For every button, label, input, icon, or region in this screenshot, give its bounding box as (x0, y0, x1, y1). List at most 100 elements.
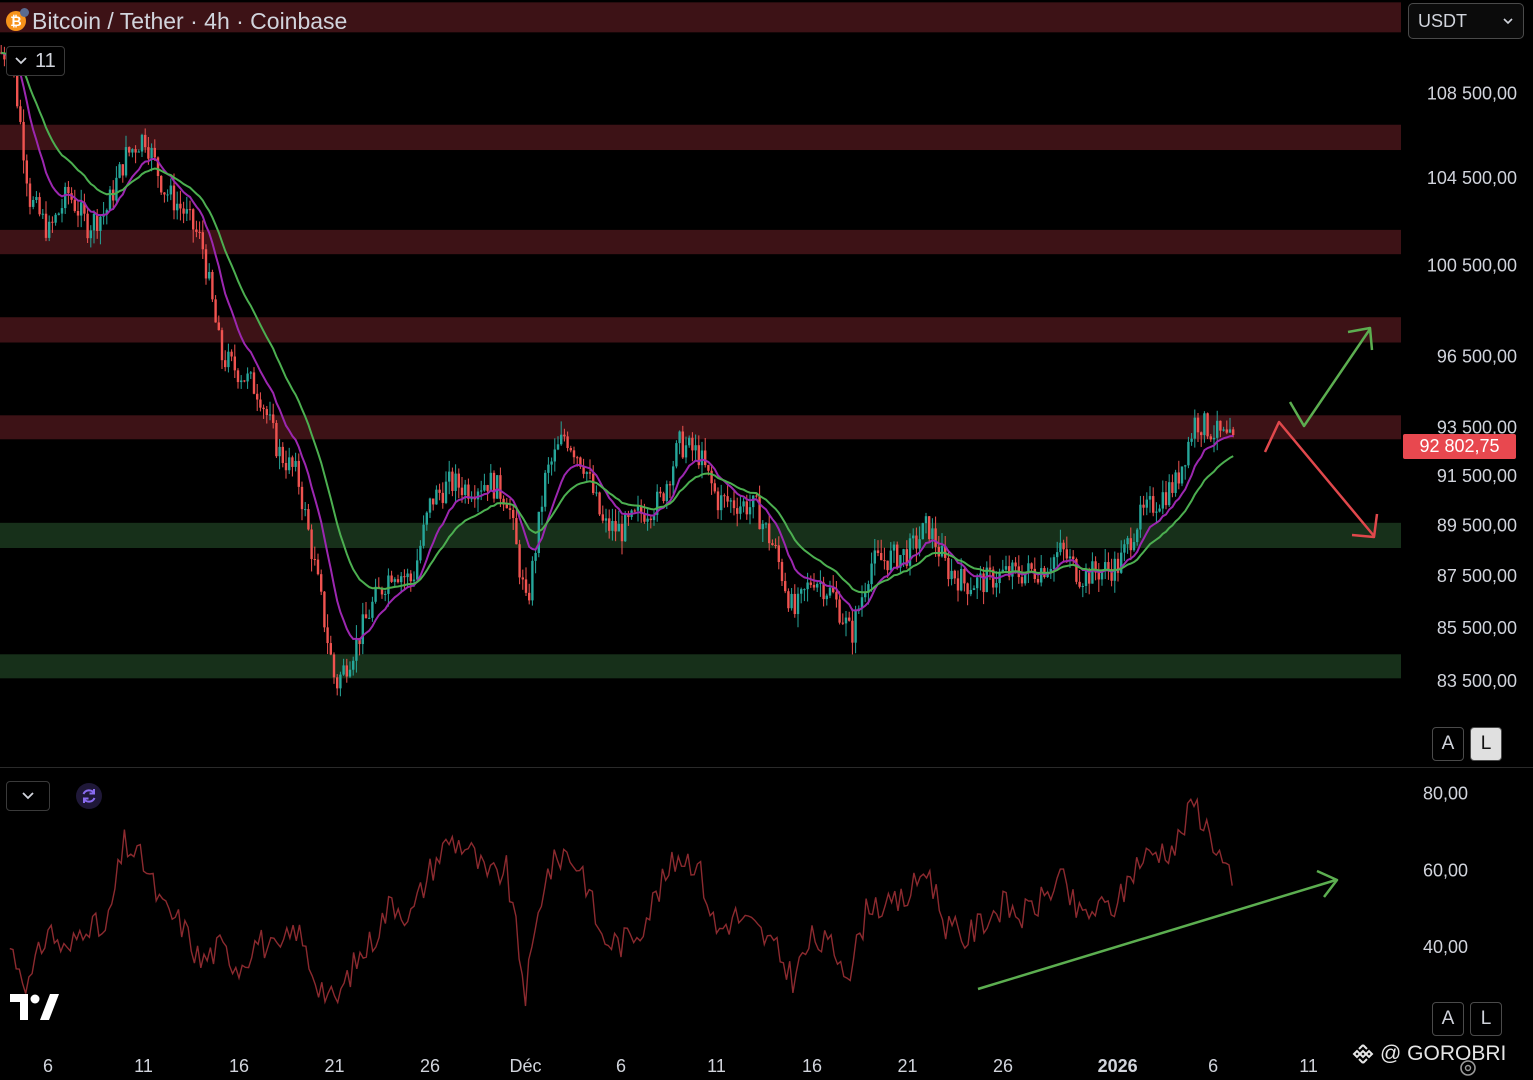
candle-body (614, 521, 617, 532)
candle-body (579, 457, 582, 467)
candle-body (646, 518, 649, 522)
rsi-auto-scale-button[interactable]: A (1432, 1002, 1464, 1036)
candle-body (332, 654, 336, 678)
candle-body (768, 523, 771, 544)
indicator-count: 11 (35, 49, 56, 72)
candle-body (1212, 437, 1216, 440)
candle-body (323, 591, 326, 628)
candle-body (566, 436, 569, 449)
candle-body (937, 546, 940, 557)
candle-body (844, 617, 848, 624)
candle-body (121, 164, 124, 176)
candle-body (540, 506, 544, 512)
candle-body (1116, 558, 1120, 573)
rsi-log-scale-button[interactable]: L (1470, 1002, 1502, 1036)
candle-body (147, 147, 150, 159)
candle-body (758, 496, 761, 530)
candle-body (908, 538, 912, 566)
candle-body (982, 573, 985, 593)
candle-body (502, 498, 505, 505)
candle-body (320, 574, 323, 592)
candle-body (787, 591, 790, 609)
candle-body (940, 545, 944, 557)
time-tick-label: 11 (707, 1056, 726, 1076)
candle-body (1152, 496, 1155, 513)
candle-body (518, 544, 521, 578)
currency-select[interactable]: USDT (1408, 3, 1524, 39)
candle-body (313, 559, 316, 561)
auto-scale-button[interactable]: A (1432, 727, 1464, 761)
candle-body (268, 414, 272, 416)
candle-body (99, 216, 102, 231)
time-tick-label: 16 (802, 1056, 822, 1076)
candle-body (252, 372, 256, 394)
candle-body (553, 449, 556, 462)
time-tick-label: 21 (897, 1056, 917, 1076)
candle-body (1225, 429, 1228, 433)
bitcoin-icon: ₿ (6, 8, 29, 31)
candle-body (848, 617, 851, 621)
indicators-toggle-button[interactable]: 11 (6, 46, 65, 76)
candle-body (592, 473, 595, 494)
candle-body (950, 570, 953, 580)
candle-body (1014, 562, 1017, 567)
candle-body (240, 380, 243, 383)
candle-body (83, 202, 86, 214)
candle-body (582, 466, 585, 474)
log-scale-button[interactable]: L (1470, 727, 1502, 761)
candle-body (345, 665, 348, 677)
candle-body (1148, 496, 1152, 500)
rsi-toggle-button[interactable] (6, 781, 50, 811)
candle-body (92, 213, 96, 231)
candle-body (278, 446, 281, 457)
candle-body (828, 587, 832, 596)
bearish-arrow-head (1351, 513, 1379, 539)
candle-body (1030, 563, 1033, 569)
price-axis[interactable]: 108 500,00 104 500,00 100 500,00 96 500,00 9… (1427, 84, 1517, 692)
candle-body (1020, 577, 1024, 584)
candle-body (1177, 472, 1180, 484)
candle-body (912, 535, 915, 539)
candle-body (1123, 544, 1126, 553)
time-axis[interactable]: 6 11 16 21 26 Déc 6 11 16 21 26 2026 6 11 (43, 1056, 1318, 1076)
ema-slow-line (1, 51, 1234, 594)
candle-body (668, 484, 672, 486)
candle-body (640, 506, 643, 514)
candle-body (188, 209, 192, 211)
symbol-title[interactable]: ₿ Bitcoin / Tether · 4h · Coinbase (6, 6, 347, 36)
candle-body (496, 475, 499, 499)
candle-body (457, 473, 460, 488)
candle-body (816, 583, 819, 588)
candle-body (1145, 499, 1148, 508)
time-tick-label: Déc (509, 1056, 541, 1076)
candle-body (905, 549, 908, 566)
candle-body (704, 450, 707, 466)
refresh-icon (82, 789, 96, 803)
candle-body (211, 271, 214, 300)
candle-body (73, 199, 76, 211)
candle-body (972, 588, 976, 591)
candle-body (352, 660, 355, 670)
settings-gear-icon[interactable] (1458, 1058, 1478, 1078)
candle-body (1091, 561, 1094, 584)
candle-body (694, 445, 697, 451)
candle-body (358, 637, 361, 645)
candle-body (790, 593, 793, 609)
candle-body (230, 351, 233, 357)
candle-body (720, 495, 723, 511)
candle-body (195, 229, 198, 232)
candle-body (985, 567, 988, 593)
candle-body (1097, 572, 1100, 580)
candle-body (275, 422, 278, 457)
candle-body (752, 495, 755, 508)
candle-body (208, 271, 211, 279)
candle-body (96, 213, 99, 231)
candle-body (259, 399, 262, 408)
candle-body (396, 579, 400, 583)
candle-body (691, 437, 694, 451)
candle-body (572, 450, 576, 458)
candle-body (1222, 429, 1225, 431)
sync-icon[interactable] (76, 783, 102, 809)
time-tick-label: 26 (420, 1056, 440, 1076)
